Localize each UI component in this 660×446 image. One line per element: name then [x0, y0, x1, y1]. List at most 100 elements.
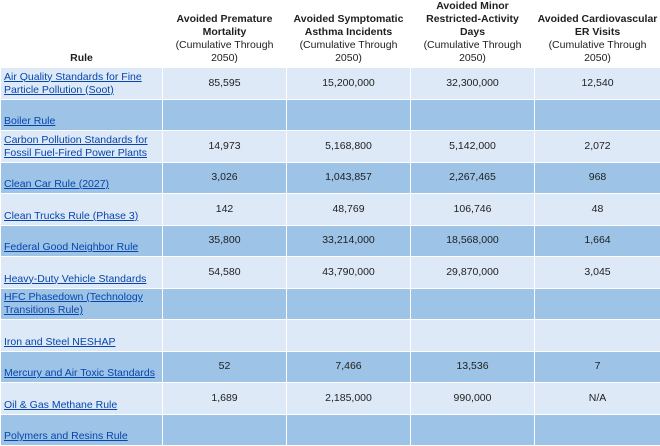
mortality-cell: 14,973	[163, 131, 287, 163]
mortality-cell: 142	[163, 194, 287, 226]
rule-cell: Oil & Gas Methane Rule	[1, 383, 163, 415]
header-er-visits-title: Avoided Cardiovascular ER Visits	[537, 13, 659, 39]
asthma-cell: 48,769	[287, 194, 411, 226]
activity-days-cell: 29,870,000	[411, 257, 535, 289]
header-activity-days-sub: (Cumulative Through 2050)	[413, 39, 533, 65]
er-visits-cell: 12,540	[535, 68, 660, 100]
rule-cell: Federal Good Neighbor Rule	[1, 225, 163, 257]
asthma-cell: 1,043,857	[287, 162, 411, 194]
activity-days-cell	[411, 288, 535, 320]
mortality-cell	[163, 414, 287, 446]
rule-cell: HFC Phasedown (Technology Transitions Ru…	[1, 288, 163, 320]
er-visits-cell	[535, 414, 660, 446]
table-row: Polymers and Resins Rule	[1, 414, 660, 446]
table-header: Rule Avoided Premature Mortality (Cumula…	[1, 0, 660, 68]
er-visits-cell: 48	[535, 194, 660, 226]
rule-cell: Boiler Rule	[1, 99, 163, 131]
activity-days-cell	[411, 320, 535, 352]
header-activity-days: Avoided Minor Restricted-Activity Days (…	[411, 0, 535, 68]
rule-cell: Mercury and Air Toxic Standards	[1, 351, 163, 383]
activity-days-cell: 990,000	[411, 383, 535, 415]
rule-link[interactable]: Boiler Rule	[4, 115, 55, 127]
header-activity-days-title: Avoided Minor Restricted-Activity Days	[413, 0, 533, 39]
rule-cell: Clean Trucks Rule (Phase 3)	[1, 194, 163, 226]
rule-link[interactable]: Clean Car Rule (2027)	[4, 178, 109, 190]
rule-cell: Polymers and Resins Rule	[1, 414, 163, 446]
rule-link[interactable]: Heavy-Duty Vehicle Standards	[4, 273, 146, 285]
rule-cell: Carbon Pollution Standards for Fossil Fu…	[1, 131, 163, 163]
rule-link[interactable]: Clean Trucks Rule (Phase 3)	[4, 210, 138, 222]
rule-cell: Iron and Steel NESHAP	[1, 320, 163, 352]
rule-link[interactable]: HFC Phasedown (Technology Transitions Ru…	[4, 291, 143, 316]
table-row: Heavy-Duty Vehicle Standards 54,580 43,7…	[1, 257, 660, 289]
table-row: HFC Phasedown (Technology Transitions Ru…	[1, 288, 660, 320]
rule-cell: Clean Car Rule (2027)	[1, 162, 163, 194]
mortality-cell: 52	[163, 351, 287, 383]
asthma-cell: 15,200,000	[287, 68, 411, 100]
rule-link[interactable]: Air Quality Standards for Fine Particle …	[4, 71, 142, 96]
rule-link[interactable]: Polymers and Resins Rule	[4, 430, 128, 442]
table-row: Air Quality Standards for Fine Particle …	[1, 68, 660, 100]
rule-link[interactable]: Oil & Gas Methane Rule	[4, 399, 117, 411]
mortality-cell: 3,026	[163, 162, 287, 194]
activity-days-cell: 106,746	[411, 194, 535, 226]
table-body: Air Quality Standards for Fine Particle …	[1, 68, 660, 446]
er-visits-cell: 2,072	[535, 131, 660, 163]
rule-link[interactable]: Mercury and Air Toxic Standards	[4, 367, 155, 379]
mortality-cell	[163, 320, 287, 352]
header-er-visits: Avoided Cardiovascular ER Visits (Cumula…	[535, 0, 660, 68]
header-asthma-title: Avoided Symptomatic Asthma Incidents	[289, 13, 409, 39]
table-row: Mercury and Air Toxic Standards 52 7,466…	[1, 351, 660, 383]
activity-days-cell: 32,300,000	[411, 68, 535, 100]
asthma-cell: 33,214,000	[287, 225, 411, 257]
activity-days-cell: 13,536	[411, 351, 535, 383]
table-row: Clean Trucks Rule (Phase 3) 142 48,769 1…	[1, 194, 660, 226]
activity-days-cell	[411, 99, 535, 131]
header-row: Rule Avoided Premature Mortality (Cumula…	[1, 0, 660, 68]
er-visits-cell	[535, 320, 660, 352]
activity-days-cell: 2,267,465	[411, 162, 535, 194]
asthma-cell	[287, 99, 411, 131]
header-mortality-title: Avoided Premature Mortality	[165, 13, 285, 39]
mortality-cell: 1,689	[163, 383, 287, 415]
activity-days-cell: 5,142,000	[411, 131, 535, 163]
asthma-cell: 2,185,000	[287, 383, 411, 415]
table-row: Boiler Rule	[1, 99, 660, 131]
rule-link[interactable]: Iron and Steel NESHAP	[4, 336, 115, 348]
er-visits-cell	[535, 288, 660, 320]
mortality-cell: 35,800	[163, 225, 287, 257]
asthma-cell	[287, 320, 411, 352]
header-rule: Rule	[1, 0, 163, 68]
table-row: Carbon Pollution Standards for Fossil Fu…	[1, 131, 660, 163]
er-visits-cell: 1,664	[535, 225, 660, 257]
er-visits-cell: 968	[535, 162, 660, 194]
asthma-cell: 43,790,000	[287, 257, 411, 289]
er-visits-cell	[535, 99, 660, 131]
rule-link[interactable]: Carbon Pollution Standards for Fossil Fu…	[4, 134, 148, 159]
er-visits-cell: 3,045	[535, 257, 660, 289]
header-asthma: Avoided Symptomatic Asthma Incidents (Cu…	[287, 0, 411, 68]
table-row: Clean Car Rule (2027) 3,026 1,043,857 2,…	[1, 162, 660, 194]
header-asthma-sub: (Cumulative Through 2050)	[289, 39, 409, 65]
asthma-cell: 5,168,800	[287, 131, 411, 163]
table-row: Iron and Steel NESHAP	[1, 320, 660, 352]
table-row: Federal Good Neighbor Rule 35,800 33,214…	[1, 225, 660, 257]
mortality-cell: 54,580	[163, 257, 287, 289]
header-mortality: Avoided Premature Mortality (Cumulative …	[163, 0, 287, 68]
er-visits-cell: 7	[535, 351, 660, 383]
rule-link[interactable]: Federal Good Neighbor Rule	[4, 241, 138, 253]
asthma-cell: 7,466	[287, 351, 411, 383]
asthma-cell	[287, 414, 411, 446]
rule-cell: Heavy-Duty Vehicle Standards	[1, 257, 163, 289]
header-mortality-sub: (Cumulative Through 2050)	[165, 39, 285, 65]
rule-cell: Air Quality Standards for Fine Particle …	[1, 68, 163, 100]
mortality-cell	[163, 99, 287, 131]
header-er-visits-sub: (Cumulative Through 2050)	[537, 39, 659, 65]
mortality-cell: 85,595	[163, 68, 287, 100]
activity-days-cell	[411, 414, 535, 446]
mortality-cell	[163, 288, 287, 320]
table-row: Oil & Gas Methane Rule 1,689 2,185,000 9…	[1, 383, 660, 415]
activity-days-cell: 18,568,000	[411, 225, 535, 257]
asthma-cell	[287, 288, 411, 320]
